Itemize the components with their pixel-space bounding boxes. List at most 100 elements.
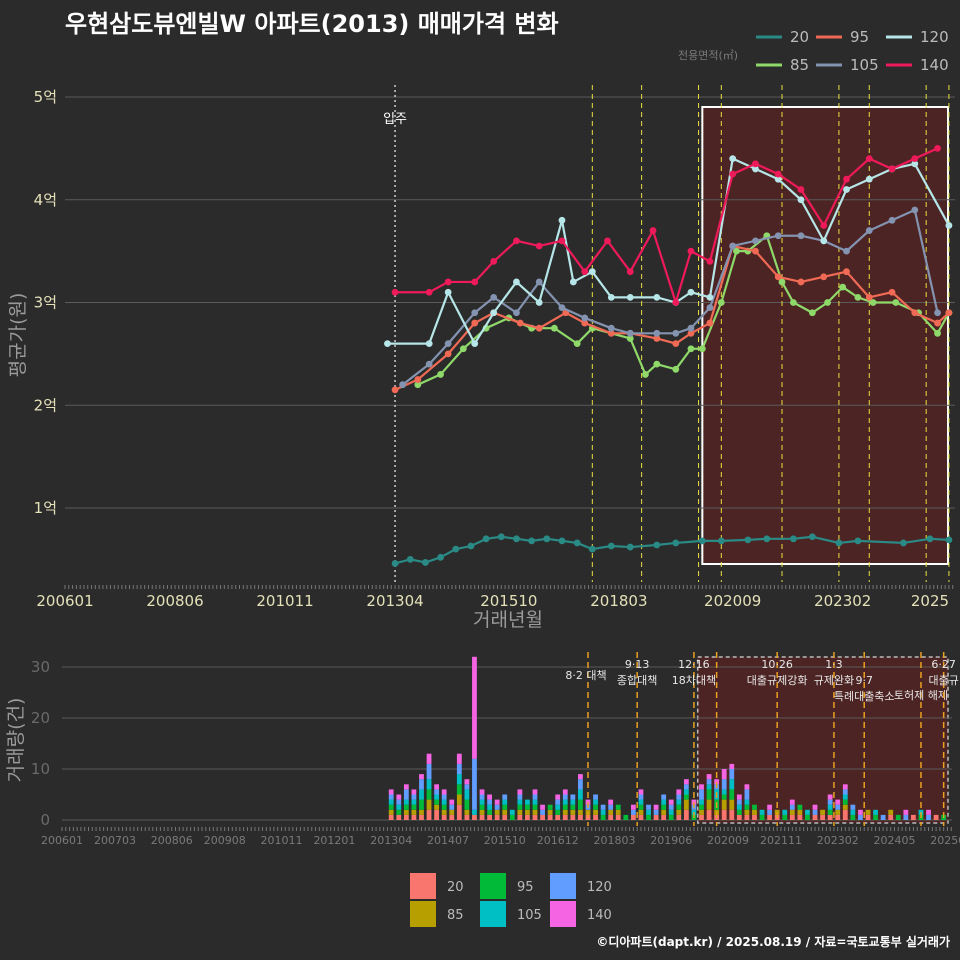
volume-bar-95 bbox=[782, 814, 788, 820]
data-point-105 bbox=[752, 237, 759, 245]
volume-bar-95 bbox=[729, 789, 735, 800]
volume-bar-20 bbox=[403, 814, 409, 820]
data-point-120 bbox=[843, 186, 850, 193]
data-point-85 bbox=[626, 335, 634, 342]
x-tick-label: 200601 bbox=[36, 592, 93, 610]
data-point-20 bbox=[717, 537, 725, 545]
volume-bar-120 bbox=[858, 814, 863, 820]
volume-bar-140 bbox=[494, 799, 500, 805]
volume-bar-20 bbox=[630, 814, 636, 820]
data-point-140 bbox=[843, 175, 850, 183]
volume-bar-85 bbox=[638, 809, 644, 815]
volume-bar-20 bbox=[706, 809, 712, 820]
volume-bar-105 bbox=[759, 809, 765, 815]
data-point-95 bbox=[444, 350, 452, 358]
data-point-20 bbox=[467, 542, 475, 550]
volume-bar-20 bbox=[441, 814, 447, 820]
volume-bar-105 bbox=[426, 779, 432, 790]
data-point-85 bbox=[672, 365, 680, 373]
data-point-105 bbox=[934, 309, 941, 317]
volume-bar-95 bbox=[464, 799, 470, 810]
volume-bar-85 bbox=[517, 809, 523, 815]
data-point-140 bbox=[558, 237, 566, 245]
volume-bar-105 bbox=[805, 809, 810, 815]
volume-bar-20 bbox=[842, 809, 848, 820]
event-label: 토허제 해제 bbox=[894, 688, 948, 702]
data-point-95 bbox=[706, 319, 714, 327]
volume-bar-105 bbox=[729, 779, 735, 790]
data-point-140 bbox=[729, 170, 737, 178]
data-point-120 bbox=[729, 155, 737, 163]
highlight-box bbox=[701, 106, 949, 565]
data-point-120 bbox=[588, 268, 596, 276]
volume-bar-95 bbox=[759, 814, 765, 820]
data-point-20 bbox=[513, 535, 520, 543]
data-point-20 bbox=[653, 541, 661, 549]
chart-title: 우현삼도뷰엔빌W 아파트(2013) 매매가격 변화 bbox=[65, 10, 559, 38]
x-tick-label: 202009 bbox=[704, 592, 761, 610]
volume-bar-95 bbox=[456, 784, 462, 795]
data-point-105 bbox=[513, 309, 520, 317]
volume-bar-85 bbox=[578, 809, 583, 815]
data-point-95 bbox=[535, 324, 543, 332]
volume-bar-105 bbox=[827, 804, 833, 810]
event-label: 9·7 bbox=[855, 674, 873, 687]
volume-bar-140 bbox=[419, 774, 424, 780]
legend-title: 전용면적(㎡) bbox=[678, 49, 738, 62]
volume-bar-105 bbox=[388, 799, 394, 805]
volume-bar-120 bbox=[744, 789, 750, 800]
volume-bar-20 bbox=[767, 814, 773, 820]
volume-bar-105 bbox=[661, 799, 667, 805]
data-point-20 bbox=[763, 535, 771, 543]
data-point-140 bbox=[626, 268, 634, 276]
volume-bar-105 bbox=[578, 789, 583, 800]
legend-label-140: 140 bbox=[920, 56, 949, 74]
volume-bar-120 bbox=[767, 809, 773, 815]
data-point-20 bbox=[854, 537, 862, 545]
volume-bar-120 bbox=[706, 779, 712, 785]
data-point-20 bbox=[497, 533, 505, 541]
data-point-85 bbox=[854, 293, 862, 301]
legend-label-105: 105 bbox=[850, 56, 879, 74]
price-annotations: 입주 bbox=[383, 85, 950, 582]
volume-bar-95 bbox=[509, 814, 515, 820]
volume-legend-label-105: 105 bbox=[517, 908, 542, 923]
x-tick-label: 2025 bbox=[911, 592, 949, 610]
event-label: 1·3 bbox=[825, 658, 843, 671]
data-point-20 bbox=[945, 536, 953, 544]
volume-bar-120 bbox=[676, 794, 682, 800]
volume-bar-95 bbox=[547, 804, 553, 810]
data-point-140 bbox=[391, 288, 399, 296]
volume-x-tick: 201304 bbox=[370, 834, 412, 847]
volume-x-tick: 202405 bbox=[873, 834, 915, 847]
volume-bar-140 bbox=[903, 809, 909, 815]
volume-bar-120 bbox=[812, 809, 818, 815]
volume-bar-140 bbox=[555, 794, 561, 800]
data-point-85 bbox=[733, 247, 740, 255]
volume-legend-swatch-140 bbox=[550, 901, 576, 927]
volume-bar-85 bbox=[789, 809, 795, 815]
data-point-20 bbox=[588, 545, 596, 553]
data-point-120 bbox=[444, 288, 452, 296]
volume-bar-105 bbox=[396, 804, 402, 810]
volume-x-tick: 200601 bbox=[41, 834, 83, 847]
volume-bar-20 bbox=[419, 814, 424, 820]
volume-bar-120 bbox=[661, 794, 667, 800]
volume-bar-105 bbox=[668, 809, 674, 815]
data-point-95 bbox=[843, 268, 850, 276]
volume-bar-105 bbox=[873, 809, 878, 815]
volume-bar-120 bbox=[721, 779, 727, 790]
volume-bar-140 bbox=[812, 804, 818, 810]
volume-bar-85 bbox=[570, 809, 576, 815]
volume-events: 8·2 대책 9·13 종합대책 12·16 18차대책 10·26 대출규제강화 1·3 규제… bbox=[565, 652, 959, 826]
volume-bar-140 bbox=[426, 753, 432, 764]
volume-bar-140 bbox=[926, 809, 931, 815]
volume-bar-140 bbox=[835, 799, 841, 805]
volume-bar-140 bbox=[578, 774, 583, 780]
volume-legend-swatch-85 bbox=[410, 901, 436, 927]
data-point-140 bbox=[687, 247, 695, 255]
data-point-140 bbox=[888, 165, 896, 173]
x-tick-label: 201011 bbox=[256, 592, 313, 610]
data-point-140 bbox=[513, 237, 520, 245]
volume-bar-140 bbox=[464, 779, 470, 785]
